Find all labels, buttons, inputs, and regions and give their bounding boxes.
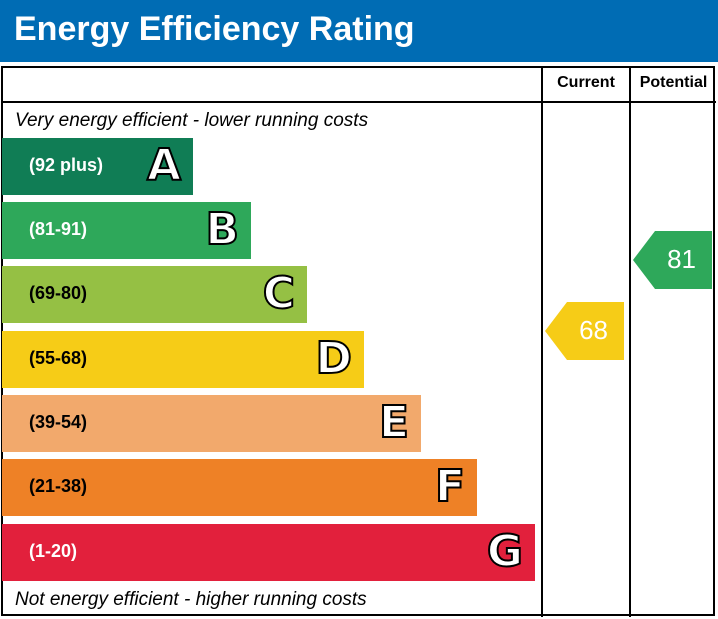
band-letter: G xyxy=(486,525,524,578)
band-range: (21-38) xyxy=(29,476,88,496)
band-letter: B xyxy=(204,203,240,256)
band-range: (69-80) xyxy=(29,283,88,303)
divider xyxy=(1,101,716,103)
band-range: (92 plus) xyxy=(29,155,104,175)
potential-value: 81 xyxy=(667,244,696,274)
band-range: (55-68) xyxy=(29,348,88,368)
bottom-note: Not energy efficient - higher running co… xyxy=(15,589,367,610)
band-g: (1-20) G xyxy=(2,524,535,581)
band-letter: D xyxy=(314,332,353,385)
band-e: (39-54) E xyxy=(2,395,421,452)
band-b: (81-91) B xyxy=(2,202,251,259)
band-letter: E xyxy=(378,396,410,449)
band-f: (21-38) F xyxy=(2,459,477,516)
band-c: (69-80) C xyxy=(2,266,307,323)
divider xyxy=(629,66,631,617)
potential-rating-arrow: 81 xyxy=(633,231,712,289)
band-range: (39-54) xyxy=(29,412,88,432)
band-a: (92 plus) A xyxy=(2,138,193,195)
current-value: 68 xyxy=(579,315,608,345)
band-d: (55-68) D xyxy=(2,331,364,388)
potential-header: Potential xyxy=(639,74,708,91)
band-range: (1-20) xyxy=(29,541,78,561)
page-title: Energy Efficiency Rating xyxy=(14,10,415,48)
band-letter: C xyxy=(262,267,296,320)
band-range: (81-91) xyxy=(29,219,88,239)
current-header: Current xyxy=(557,74,615,91)
header: Energy Efficiency Rating xyxy=(0,0,718,62)
top-note: Very energy efficient - lower running co… xyxy=(15,110,369,131)
band-letter: A xyxy=(146,139,182,192)
band-letter: F xyxy=(434,460,466,513)
divider xyxy=(541,66,543,617)
